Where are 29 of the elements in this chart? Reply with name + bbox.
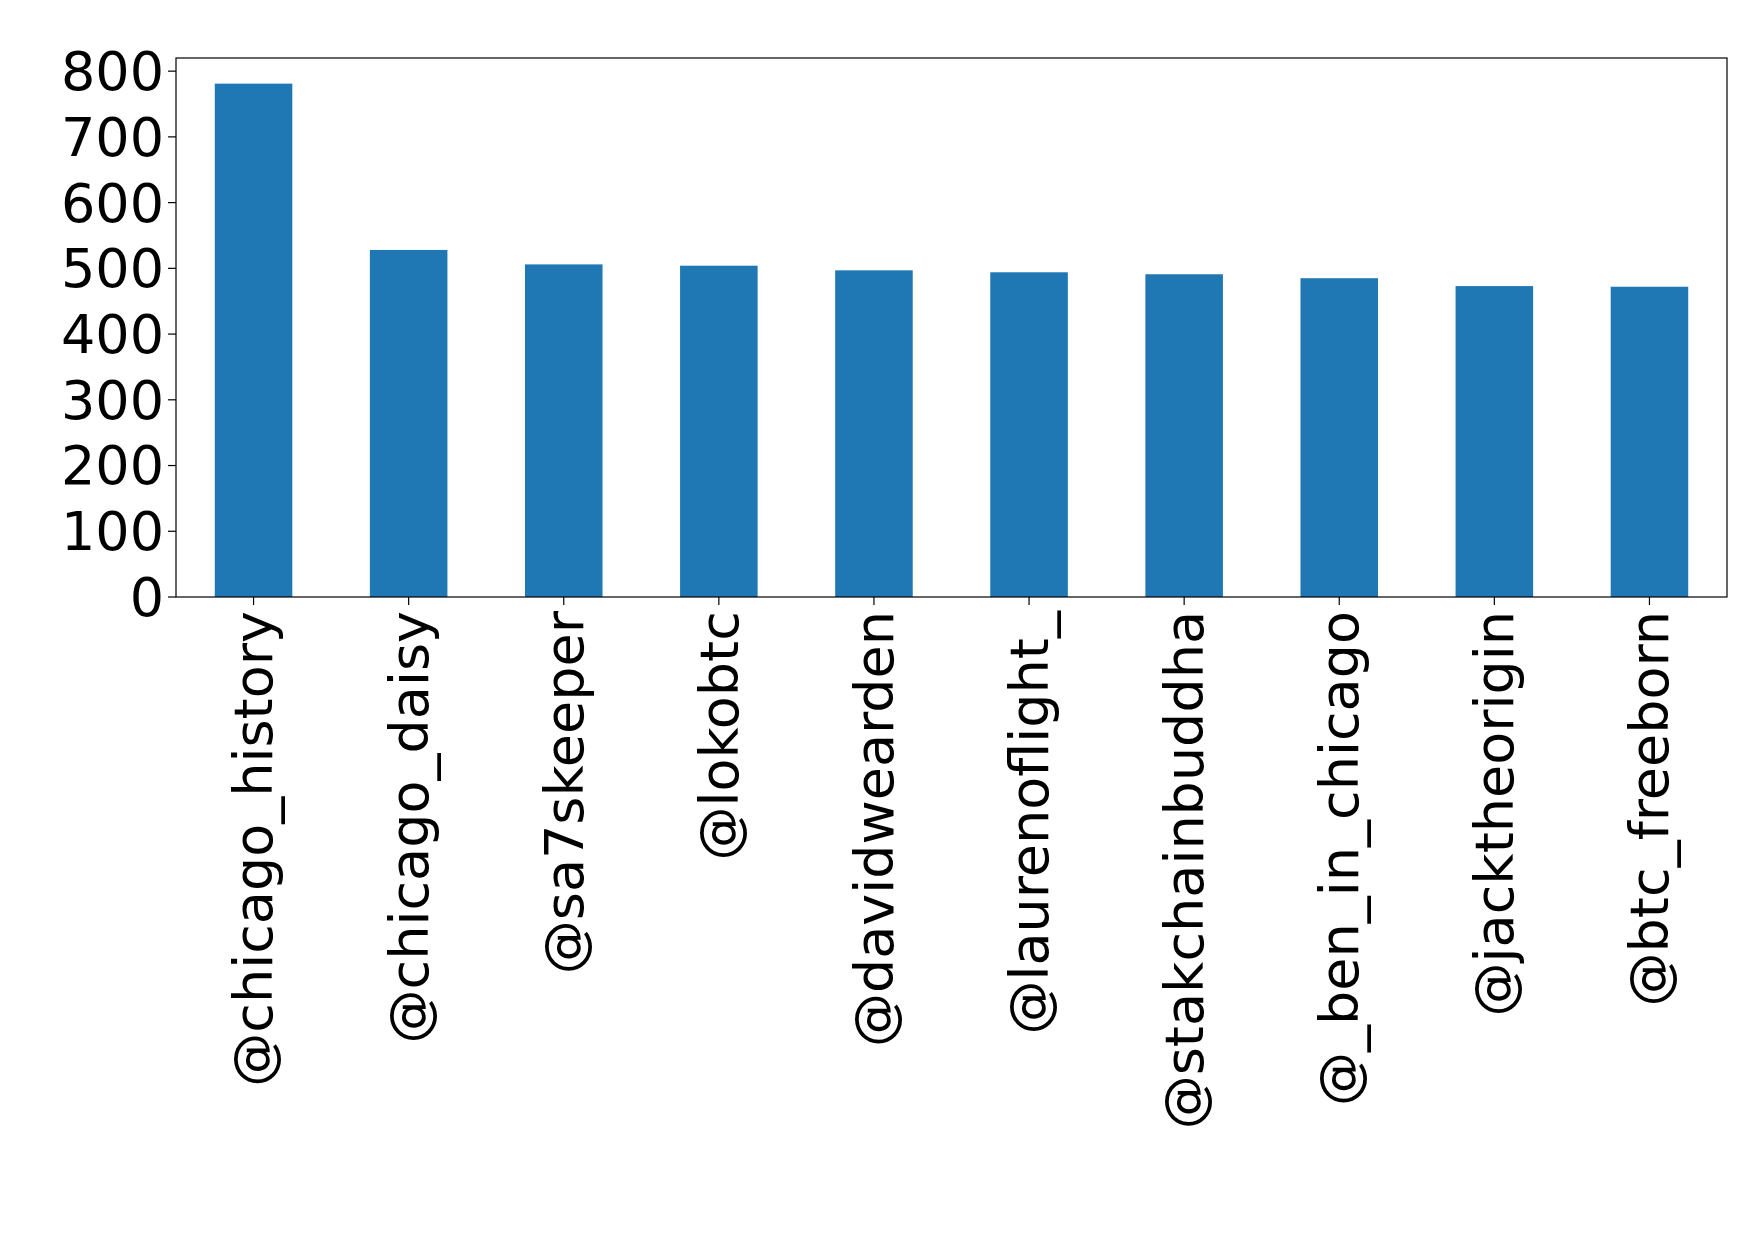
- bar: [524, 264, 603, 597]
- bar: [1455, 286, 1534, 597]
- x-tick-label: @jacktheorigin: [1463, 611, 1527, 1017]
- bar: [680, 265, 758, 597]
- x-tick-label: @lokobtc: [687, 611, 751, 861]
- bar: [1300, 278, 1379, 597]
- y-tick-label: 800: [60, 40, 164, 104]
- y-tick-label: 700: [60, 105, 164, 169]
- x-tick-label: @sa7skeeper: [532, 610, 596, 975]
- bar: [835, 270, 913, 597]
- y-tick-label: 200: [60, 434, 164, 498]
- bar: [1610, 286, 1689, 597]
- x-tick-label: @laurenoflight_: [997, 610, 1061, 1035]
- x-tick-label: @chicago_daisy: [377, 611, 441, 1044]
- x-tick-label: @chicago_history: [222, 611, 286, 1087]
- x-tick-label: @davidwearden: [842, 611, 906, 1048]
- y-tick-label: 400: [60, 302, 164, 366]
- y-tick-label: 0: [129, 565, 164, 629]
- bar: [990, 272, 1068, 597]
- y-tick-label: 300: [60, 368, 164, 432]
- bar: [1145, 274, 1223, 597]
- bar: [369, 249, 448, 597]
- x-tick-label: @btc_freeborn: [1618, 611, 1682, 1007]
- x-tick-label: @stakchainbuddha: [1153, 611, 1217, 1130]
- bar: [214, 83, 293, 597]
- y-tick-label: 500: [60, 237, 164, 301]
- x-tick-label: @_ben_in_chicago: [1308, 611, 1372, 1106]
- y-tick-label: 600: [60, 171, 164, 235]
- y-tick-label: 100: [60, 500, 164, 564]
